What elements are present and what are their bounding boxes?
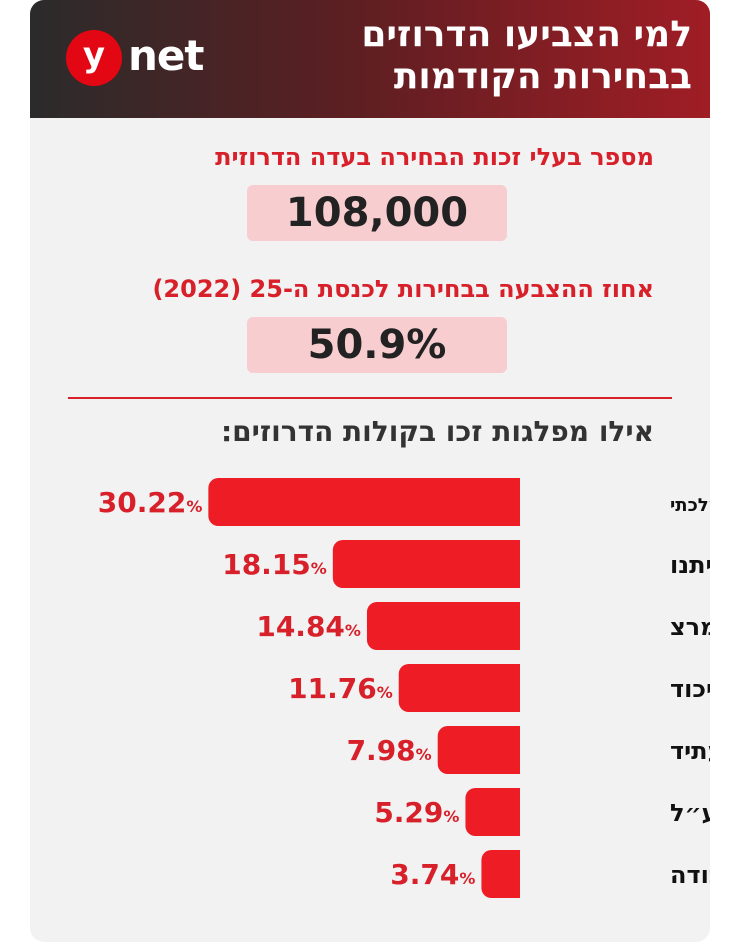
bar-cap-6 [520,850,534,898]
bar-cap-5 [520,788,534,836]
value-label-5: 5.29% [374,796,459,829]
page-title: למי הצביעו הדרוזים בבחירות הקודמות [172,14,692,98]
party-label-6: העבודה [670,861,710,889]
value-label-6: 3.74% [390,858,475,891]
value-unit: % [377,683,393,702]
turnout-value: 50.9% [307,322,447,368]
title-line-1: למי הצביעו הדרוזים [361,14,692,55]
infographic-card: למי הצביעו הדרוזים בבחירות הקודמות y net… [30,0,710,942]
bar-cap-4 [520,726,534,774]
bar-cap-2 [520,602,534,650]
value-label-2: 14.84% [256,610,361,643]
party-label-3: הליכוד [670,675,710,703]
bar-4 [437,726,530,774]
voters-value-box: 108,000 [247,185,507,241]
voters-label: מספר בעלי זכות הבחירה בעדה הדרוזית [215,143,654,171]
value-number: 11.76 [288,672,377,705]
bar-1 [332,540,530,588]
logo-net: net [128,31,204,80]
value-number: 18.15 [222,548,311,581]
value-unit: % [416,745,432,764]
turnout-value-box: 50.9% [247,317,507,373]
party-label-0: המחנה הממלכתי [670,495,710,516]
value-unit: % [459,869,475,888]
bar-6 [481,850,530,898]
party-label-1: ישראל ביתנו [670,551,710,579]
bar-cap-0 [520,478,534,526]
value-unit: % [186,497,202,516]
bar-cap-1 [520,540,534,588]
turnout-label: אחוז ההצבעה בבחירות לכנסת ה-25 (2022) [152,275,654,303]
value-label-3: 11.76% [288,672,393,705]
value-number: 3.74 [390,858,459,891]
party-label-4: יש עתיד [670,737,710,765]
section-divider [68,397,672,399]
party-label-2: מרצ [670,613,710,641]
bar-0 [208,478,530,526]
value-unit: % [311,559,327,578]
bar-2 [366,602,530,650]
value-label-4: 7.98% [347,734,432,767]
bar-5 [465,788,530,836]
voters-value: 108,000 [285,190,469,236]
value-unit: % [443,807,459,826]
logo-y: y [66,30,122,86]
header-banner: למי הצביעו הדרוזים בבחירות הקודמות y net [30,0,710,118]
value-number: 5.29 [374,796,443,829]
value-number: 7.98 [347,734,416,767]
title-line-2: בבחירות הקודמות [393,56,692,97]
bar-cap-3 [520,664,534,712]
value-number: 30.22 [98,486,187,519]
value-number: 14.84 [256,610,345,643]
bar-3 [398,664,530,712]
party-bar-chart: 30.22% המחנה הממלכתי 18.15% ישראל ביתנו 14.8… [98,478,710,898]
party-label-5: חד״ש תע״ל [670,799,710,827]
section-title: אילו מפלגות זכו בקולות הדרוזים: [220,415,654,448]
value-label-1: 18.15% [222,548,327,581]
value-unit: % [345,621,361,640]
value-label-0: 30.22% [98,486,203,519]
